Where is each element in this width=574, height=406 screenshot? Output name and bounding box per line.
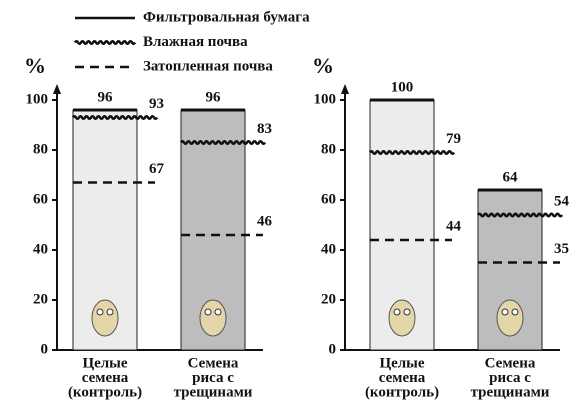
seed-eye	[394, 309, 400, 315]
wavy-line	[181, 141, 265, 144]
value-label: 54	[554, 193, 570, 209]
y-tick-label: 0	[329, 341, 337, 357]
seed-eye	[215, 309, 221, 315]
y-tick-label: 20	[33, 291, 48, 307]
y-tick-label: 60	[321, 191, 336, 207]
legend-swatch	[75, 41, 135, 44]
value-label: 44	[446, 218, 462, 234]
legend-label: Влажная почва	[143, 34, 248, 50]
value-label: 46	[257, 213, 273, 229]
y-axis-label: %	[24, 53, 46, 78]
y-tick-label: 40	[33, 241, 48, 257]
seed-figure	[389, 300, 415, 336]
value-label: 93	[149, 96, 164, 112]
seed-eye	[502, 309, 508, 315]
y-tick-label: 80	[321, 141, 336, 157]
wavy-line	[370, 151, 454, 154]
wavy-line	[478, 214, 562, 217]
x-tick-label: трещинами	[471, 384, 550, 400]
value-label: 83	[257, 121, 272, 137]
y-tick-label: 0	[41, 341, 49, 357]
value-label: 64	[503, 169, 519, 185]
wavy-line	[73, 116, 157, 119]
value-label: 96	[206, 89, 222, 105]
y-tick-label: 80	[33, 141, 48, 157]
legend-label: Затопленная почва	[143, 58, 273, 74]
value-label: 100	[391, 79, 414, 95]
y-axis-label: %	[312, 53, 334, 78]
seed-eye	[404, 309, 410, 315]
seed-eye	[107, 309, 113, 315]
seed-figure	[200, 300, 226, 336]
value-label: 35	[554, 241, 569, 257]
x-tick-label: (контроль)	[68, 384, 142, 400]
x-tick-label: трещинами	[174, 384, 253, 400]
y-tick-label: 100	[314, 91, 337, 107]
y-tick-label: 20	[321, 291, 336, 307]
y-tick-label: 40	[321, 241, 336, 257]
seed-eye	[512, 309, 518, 315]
y-tick-label: 60	[33, 191, 48, 207]
seed-eye	[205, 309, 211, 315]
chart: Фильтровальная бумага Влажная почва Затопл…	[0, 0, 574, 406]
axis-arrow	[341, 84, 349, 94]
value-label: 79	[446, 131, 461, 147]
value-label: 96	[98, 89, 114, 105]
seed-eye	[97, 309, 103, 315]
x-tick-label: (контроль)	[365, 384, 439, 400]
value-label: 67	[149, 161, 165, 177]
seed-figure	[497, 300, 523, 336]
seed-figure	[92, 300, 118, 336]
y-tick-label: 100	[26, 91, 49, 107]
legend-label: Фильтровальная бумага	[143, 9, 310, 25]
axis-arrow	[53, 84, 61, 94]
